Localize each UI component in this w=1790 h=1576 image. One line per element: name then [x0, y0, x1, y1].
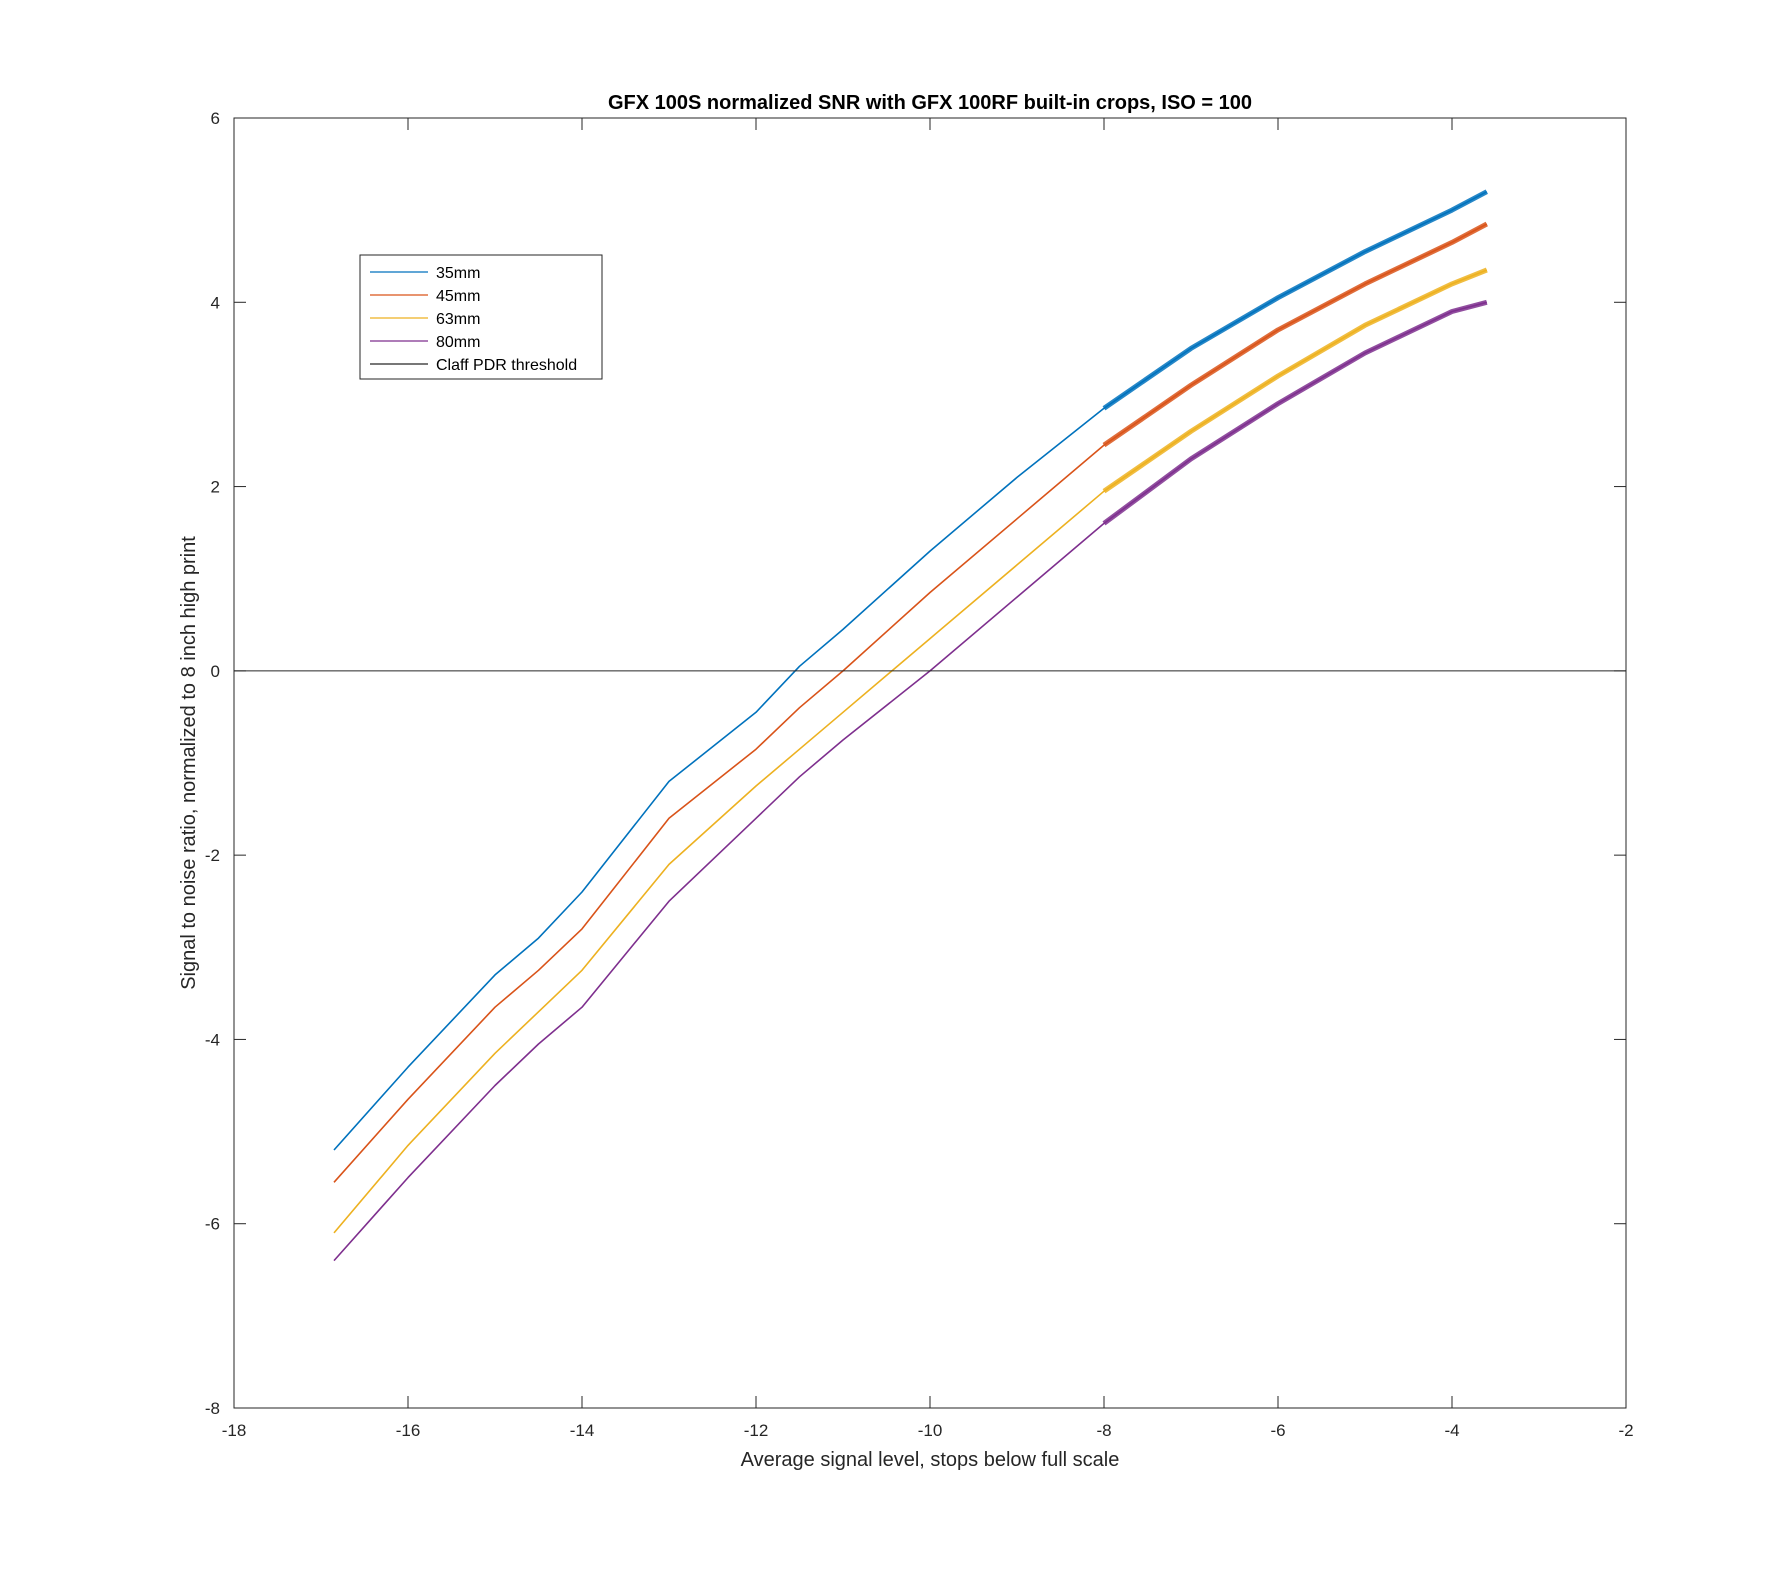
y-tick-label: 6 [211, 109, 220, 128]
legend-entry: 45mm [436, 288, 480, 305]
series-band-80mm [1102, 299, 1488, 526]
y-tick-label: 4 [211, 293, 220, 312]
legend-box [359, 254, 603, 380]
legend-entry: 35mm [436, 265, 480, 282]
y-axis: -8 -6 -4 -2 0 2 4 6 [205, 109, 1626, 1418]
x-tick-label: -6 [1270, 1421, 1285, 1440]
x-tick-label: -10 [918, 1421, 943, 1440]
y-tick-label: -2 [205, 846, 220, 865]
x-tick-label: -18 [222, 1421, 247, 1440]
x-tick-label: -2 [1618, 1421, 1633, 1440]
y-tick-label: -4 [205, 1030, 220, 1049]
legend-entry: 80mm [436, 334, 480, 351]
x-tick-label: -4 [1444, 1421, 1459, 1440]
y-tick-label: -6 [205, 1215, 220, 1234]
chart-title: GFX 100S normalized SNR with GFX 100RF b… [608, 92, 1252, 114]
x-tick-label: -14 [570, 1421, 595, 1440]
legend: 35mm 45mm 63mm 80mm Claff PDR threshold [359, 254, 603, 380]
legend-entry: 63mm [436, 311, 480, 328]
series-band-35mm [1102, 189, 1488, 411]
x-axis: -18 -16 -14 -12 -10 -8 -6 -4 -2 [222, 118, 1634, 1440]
x-tick-label: -12 [744, 1421, 769, 1440]
y-tick-label: -8 [205, 1399, 220, 1418]
y-axis-label: Signal to noise ratio, normalized to 8 i… [178, 536, 200, 990]
series-layer [234, 189, 1626, 1262]
x-tick-label: -16 [396, 1421, 421, 1440]
y-tick-label: 2 [211, 478, 220, 497]
y-tick-label: 0 [211, 662, 220, 681]
x-tick-label: -8 [1096, 1421, 1111, 1440]
x-axis-label: Average signal level, stops below full s… [741, 1449, 1120, 1471]
legend-entry: Claff PDR threshold [436, 357, 577, 374]
series-band-45mm [1102, 221, 1488, 448]
series-band-63mm [1102, 267, 1488, 494]
